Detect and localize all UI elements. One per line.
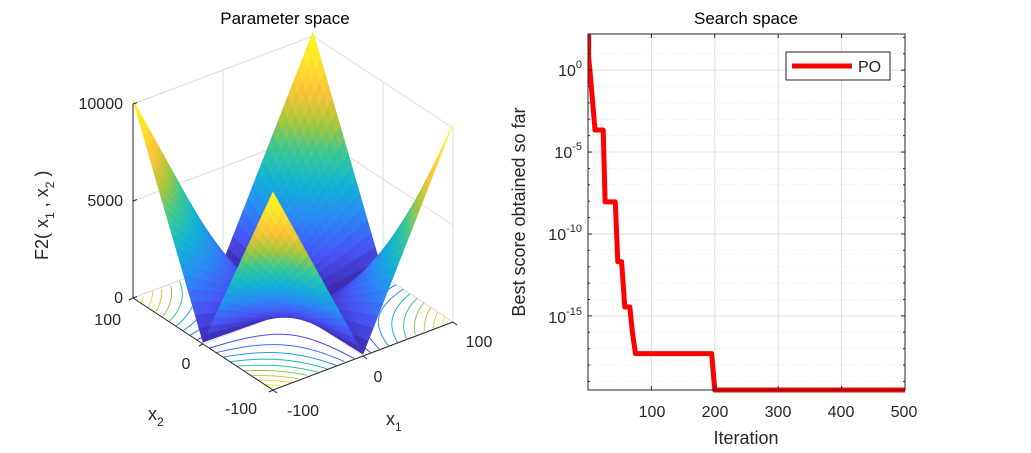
surface-patch	[268, 191, 279, 210]
contour-line	[432, 311, 439, 329]
contour-line	[147, 291, 154, 309]
y-tick-label: 10-10	[548, 223, 582, 244]
surface-plot: Parameter space 10000 5000 0 100 0 -100 …	[32, 9, 492, 434]
contour-line	[257, 379, 292, 383]
series-line-po	[588, 34, 905, 393]
x2-tick-label: 100	[94, 312, 121, 329]
x1-tick	[452, 321, 458, 326]
surface-mesh	[132, 31, 454, 355]
convergence-plot: Search space 100 10-5 10-10 10-15 100 20…	[509, 9, 917, 448]
plot-area	[588, 34, 905, 390]
contour-line	[250, 374, 299, 380]
contour-line	[168, 280, 183, 323]
contour-line	[161, 285, 173, 318]
y-axis-label: Best score obtained so far	[509, 107, 529, 316]
x-tick-label: 300	[765, 404, 792, 421]
right-plot-title: Search space	[694, 9, 798, 28]
x-tick-label: 100	[639, 404, 666, 421]
contour-line	[423, 307, 432, 332]
contour-line	[154, 288, 163, 313]
y-tick-label: 10-15	[548, 306, 582, 327]
left-plot-title: Parameter space	[220, 9, 349, 28]
x1-tick-label: 0	[374, 369, 383, 386]
x2-tick-label: 0	[182, 356, 191, 373]
contour-line	[413, 302, 425, 335]
axes-3d	[128, 102, 458, 394]
series-po	[588, 34, 905, 393]
z-axis-label: F2( x1 , x2 )	[32, 171, 57, 260]
legend[interactable]: PO	[785, 51, 891, 81]
tick-marks	[588, 34, 906, 390]
contour-line	[223, 352, 337, 366]
y-tick-label: 100	[558, 59, 582, 80]
x-tick-label: 200	[702, 404, 729, 421]
contour-line	[140, 295, 144, 304]
x2-axis-label: x2	[148, 404, 164, 429]
contour-line	[216, 344, 345, 363]
x-tick-label: 400	[828, 404, 855, 421]
contour-line	[229, 358, 328, 370]
y-tick-label: 10-5	[554, 141, 582, 162]
surface-patch	[433, 149, 444, 170]
contour-line	[391, 293, 411, 343]
z-tick	[132, 296, 138, 299]
contour-line	[236, 364, 319, 373]
x-tick-label: 500	[891, 404, 918, 421]
z-tick-label: 5000	[87, 193, 123, 210]
x1-tick	[362, 355, 368, 360]
x1-axis-label: x1	[386, 409, 402, 434]
z-tick	[132, 199, 138, 202]
x2-tick	[198, 343, 204, 347]
x2-tick	[268, 389, 274, 393]
contour-line	[209, 333, 355, 360]
x1-tick-label: 100	[466, 334, 493, 351]
legend-label-po: PO	[858, 59, 881, 76]
contour-line	[442, 316, 446, 325]
x1-tick-label: -100	[287, 403, 319, 420]
contour-line	[264, 384, 281, 387]
grid-lines	[588, 34, 906, 390]
contour-line	[243, 370, 308, 376]
contour-line	[403, 297, 418, 340]
z-tick-label: 10000	[79, 96, 124, 113]
x2-tick	[128, 297, 134, 301]
x2-tick-label: -100	[225, 401, 257, 418]
axes-box	[587, 33, 906, 391]
contour-line	[377, 288, 404, 347]
x1-tick	[272, 389, 278, 394]
z-tick	[132, 102, 138, 105]
x-axis-label: Iteration	[713, 428, 778, 448]
z-tick-label: 0	[114, 290, 123, 307]
